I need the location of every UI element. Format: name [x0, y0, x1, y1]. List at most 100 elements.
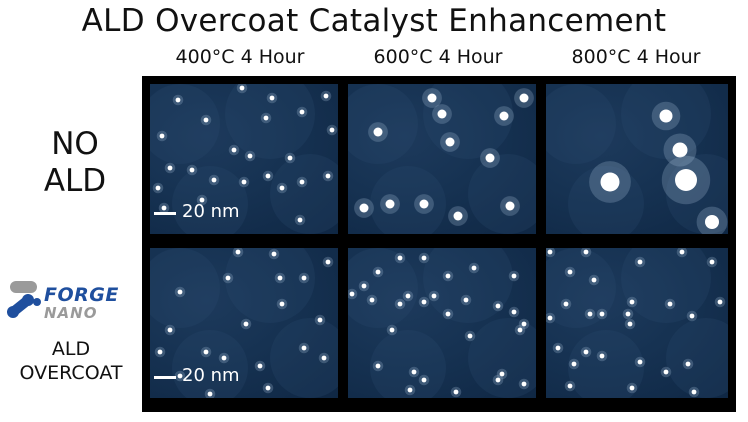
nanoparticle	[679, 249, 685, 255]
nanoparticle	[421, 299, 427, 305]
nanoparticle	[211, 177, 217, 183]
nanoparticle	[265, 173, 271, 179]
nanoparticle	[167, 165, 173, 171]
nanoparticle	[453, 211, 463, 221]
nanoparticle	[375, 363, 381, 369]
nanoparticle	[405, 293, 411, 299]
nanoparticle	[323, 93, 329, 99]
nanoparticle	[453, 389, 459, 395]
background-mottle	[150, 248, 220, 328]
nanoparticle	[407, 387, 413, 393]
micrograph-ald-800c	[546, 248, 728, 398]
background-mottle	[423, 248, 513, 323]
nanoparticle	[629, 385, 635, 391]
row-label-ald-overcoat: ALD OVERCOAT	[4, 337, 138, 385]
nanoparticle	[317, 317, 323, 323]
background-mottle	[468, 154, 536, 234]
nanoparticle	[287, 155, 293, 161]
nanoparticle	[373, 127, 383, 137]
nanoparticle	[445, 137, 455, 147]
particles-ald-800c	[546, 248, 728, 398]
nanoparticle	[505, 201, 515, 211]
nanoparticle	[301, 345, 307, 351]
background-mottle	[348, 248, 418, 328]
nanoparticle	[419, 199, 429, 209]
nanoparticle	[225, 275, 231, 281]
nanoparticle	[517, 327, 523, 333]
micrograph-no-ald-800c	[546, 84, 728, 234]
nanoparticle	[599, 311, 605, 317]
nanoparticle	[485, 153, 495, 163]
nanoparticle	[685, 361, 691, 367]
nanoparticle	[421, 255, 427, 261]
particles-no-ald-600c	[348, 84, 536, 234]
micrograph-no-ald-600c	[348, 84, 536, 234]
nanoparticle	[637, 359, 643, 365]
row-label-no-ald-line2: ALD	[43, 163, 107, 199]
nanoparticle	[375, 269, 381, 275]
background-mottle	[172, 166, 248, 234]
forge-nano-logo-icon	[7, 281, 41, 318]
nanoparticle	[499, 111, 509, 121]
row-label-ald-overcoat-line2: OVERCOAT	[19, 362, 123, 384]
nanoparticle	[203, 117, 209, 123]
row-label-ald-overcoat-line1: ALD	[51, 338, 91, 360]
nanoparticle	[567, 383, 573, 389]
nanoparticle	[519, 93, 529, 103]
row-label-no-ald: NO ALD	[30, 126, 120, 200]
nanoparticle	[555, 345, 561, 351]
nanoparticle	[263, 115, 269, 121]
micrograph-no-ald-400c: 20 nm	[150, 84, 338, 234]
nanoparticle	[667, 301, 673, 307]
particles-no-ald-400c	[150, 84, 338, 234]
background-mottle	[568, 330, 644, 398]
nanoparticle	[279, 185, 285, 191]
nanoparticle	[299, 109, 305, 115]
nanoparticle	[167, 327, 173, 333]
logo-word-nano: NANO	[44, 304, 98, 322]
nanoparticle	[157, 349, 163, 355]
nanoparticle	[495, 377, 501, 383]
nanoparticle	[243, 321, 249, 327]
background-mottle	[666, 318, 728, 398]
nanoparticle	[269, 95, 275, 101]
background-mottle	[568, 166, 644, 234]
background-mottle	[225, 84, 315, 159]
nanoparticle	[709, 259, 715, 265]
scale-bar-label: 20 nm	[182, 365, 240, 386]
background-mottle	[270, 154, 338, 234]
nanoparticle	[231, 147, 237, 153]
nanoparticle	[161, 205, 167, 211]
nanoparticle	[659, 109, 673, 123]
nanoparticle	[397, 301, 403, 307]
nanoparticle	[600, 172, 620, 192]
nanoparticle	[599, 353, 605, 359]
nanoparticle	[625, 311, 631, 317]
nanoparticle	[437, 109, 447, 119]
nanoparticle	[547, 315, 553, 321]
nanoparticle	[471, 265, 477, 271]
nanoparticle	[265, 385, 271, 391]
nanoparticle	[301, 275, 307, 281]
nanoparticle	[563, 301, 569, 307]
nanoparticle	[257, 363, 263, 369]
nanoparticle	[421, 377, 427, 383]
nanoparticle	[349, 291, 355, 297]
scale-bar-top: 20 nm	[154, 202, 264, 222]
nanoparticle	[571, 361, 577, 367]
nanoparticle	[321, 355, 327, 361]
column-header-800c: 800°C 4 Hour	[571, 46, 701, 68]
scale-bar-label: 20 nm	[182, 201, 240, 222]
nanoparticle	[329, 127, 335, 133]
nanoparticle	[717, 299, 723, 305]
nanoparticle	[397, 255, 403, 261]
particles-ald-600c	[348, 248, 536, 398]
nanoparticle	[235, 249, 241, 255]
nanoparticle	[663, 369, 669, 375]
nanoparticle	[325, 173, 331, 179]
nanoparticle	[299, 179, 305, 185]
nanoparticle	[705, 215, 719, 229]
nanoparticle	[499, 371, 505, 377]
logo-word-forge: FORGE	[44, 284, 119, 306]
background-mottle	[370, 166, 446, 234]
